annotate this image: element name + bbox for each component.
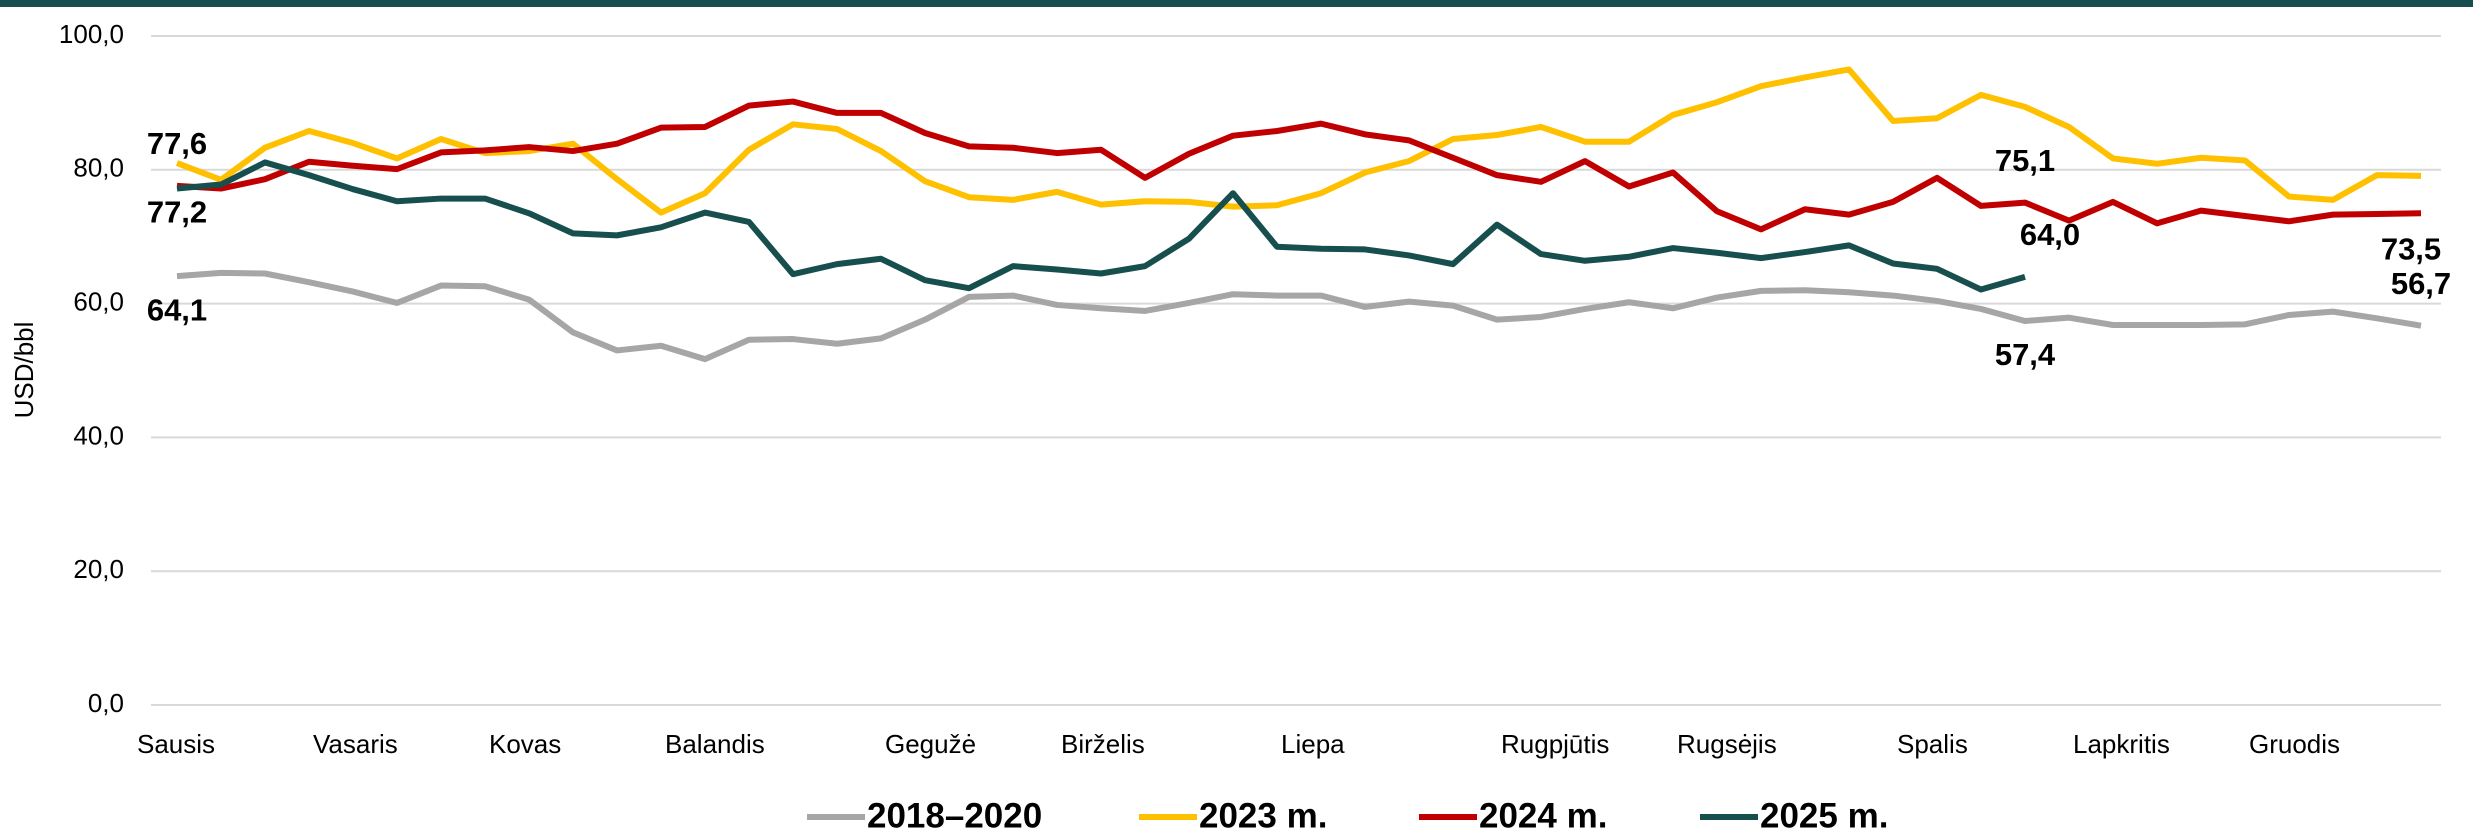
x-tick-label: Vasaris <box>313 729 398 759</box>
x-tick-label: Spalis <box>1897 729 1968 759</box>
y-tick-label: 60,0 <box>73 286 124 316</box>
legend-label: 2025 m. <box>1760 796 1888 835</box>
legend-label: 2024 m. <box>1479 796 1607 835</box>
data-label: 73,5 <box>2381 231 2441 266</box>
x-tick-label: Sausis <box>137 729 215 759</box>
y-tick-label: 40,0 <box>73 420 124 450</box>
data-label: 64,0 <box>2020 217 2080 252</box>
data-label: 77,2 <box>147 195 207 230</box>
y-tick-label: 100,0 <box>59 19 124 49</box>
data-label: 56,7 <box>2391 266 2451 301</box>
data-label: 75,1 <box>1995 143 2055 178</box>
data-label: 57,4 <box>1995 337 2056 372</box>
x-tick-label: Lapkritis <box>2073 729 2170 759</box>
x-tick-label: Rugsėjis <box>1677 729 1777 759</box>
x-tick-label: Liepa <box>1281 729 1345 759</box>
top-bar <box>0 0 2473 7</box>
legend-label: 2018–2020 <box>867 796 1042 835</box>
y-axis-label: USD/bbl <box>9 322 39 419</box>
series-line <box>176 159 2026 293</box>
x-tick-label: Birželis <box>1061 729 1145 759</box>
x-tick-label: Rugpjūtis <box>1501 729 1609 759</box>
x-tick-label: Kovas <box>489 729 561 759</box>
series-line <box>175 66 2422 216</box>
y-tick-label: 0,0 <box>88 688 124 718</box>
series-line <box>176 98 2422 233</box>
data-label: 77,6 <box>147 126 207 161</box>
y-tick-label: 20,0 <box>73 554 124 584</box>
data-label: 64,1 <box>147 292 207 327</box>
series-line <box>176 269 2422 363</box>
x-tick-label: Gegužė <box>885 729 976 759</box>
legend-label: 2023 m. <box>1199 796 1327 835</box>
y-tick-label: 80,0 <box>73 153 124 183</box>
x-tick-label: Gruodis <box>2249 729 2340 759</box>
x-tick-label: Balandis <box>665 729 765 759</box>
